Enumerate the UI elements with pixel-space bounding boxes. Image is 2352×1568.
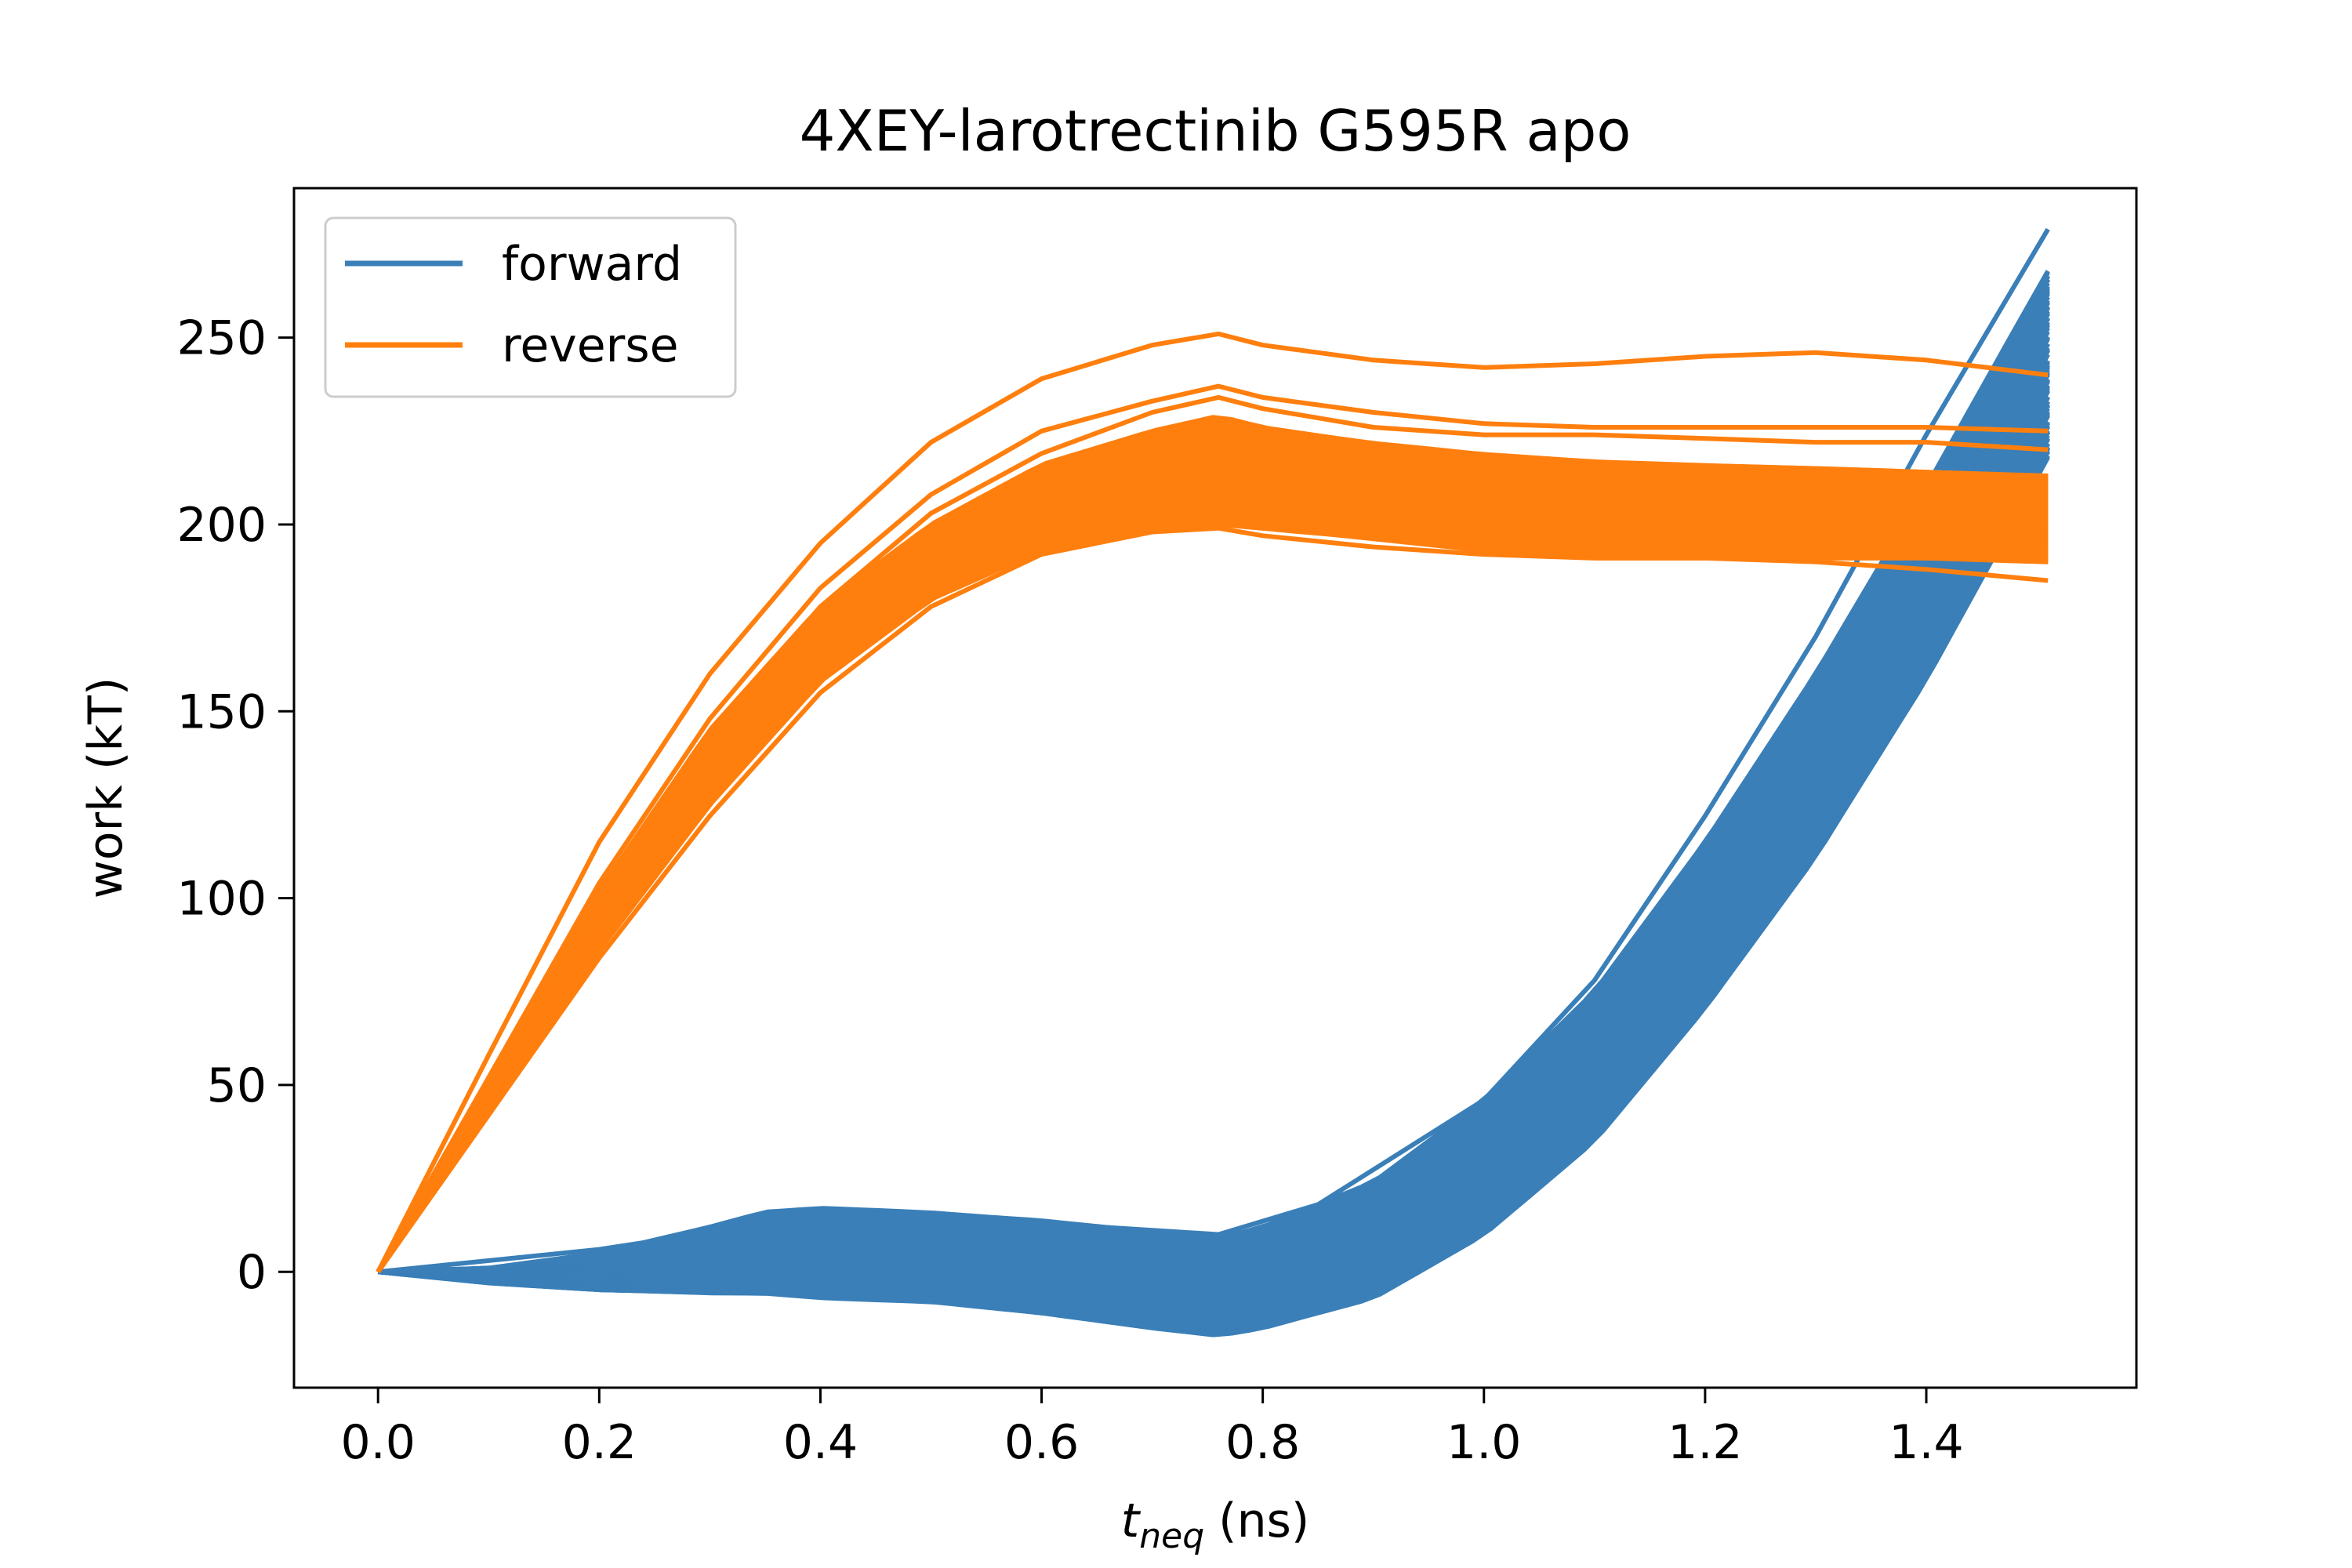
axes-frame [292, 187, 2138, 1389]
x-tick-label: 1.2 [1668, 1415, 1742, 1470]
y-tick-label: 150 [176, 684, 267, 739]
x-axis-ticks: 0.0 0.2 0.4 0.6 0.8 1.0 1.2 1.4 [340, 1388, 1964, 1470]
reverse-series [376, 331, 2049, 1273]
x-tick-label: 1.4 [1889, 1415, 1963, 1470]
y-tick-label: 50 [207, 1058, 267, 1113]
x-tick-label: 0.4 [783, 1415, 858, 1470]
x-tick-label: 1.0 [1446, 1415, 1521, 1470]
x-axis-label: tneq (ns) [1121, 1494, 1310, 1556]
x-tick-label: 0.8 [1225, 1415, 1300, 1470]
reverse-outlier-trajectory [376, 525, 2049, 1273]
forward-series [377, 227, 2050, 1338]
x-axis-label-main: t [1121, 1494, 1142, 1548]
x-tick-label: 0.6 [1004, 1415, 1079, 1470]
y-tick-label: 250 [176, 311, 267, 366]
forward-outlier-trajectory [377, 227, 2050, 1275]
chart-title: 4XEY-larotrectinib G595R apo [800, 98, 1632, 164]
y-tick-label: 0 [237, 1245, 267, 1300]
x-axis-label-unit: (ns) [1218, 1494, 1309, 1548]
reverse-outlier-trajectory [376, 383, 2049, 1273]
reverse-trajectory [376, 415, 2049, 1273]
reverse-outlier-trajectory [376, 394, 2049, 1273]
y-axis-label: work (kT) [78, 677, 133, 898]
y-axis-ticks: 0 50 100 150 200 250 [176, 311, 294, 1300]
y-tick-label: 100 [176, 872, 267, 927]
x-axis-label-subscript: neq [1139, 1516, 1204, 1556]
legend-reverse-label: reverse [502, 318, 679, 373]
legend-forward-label: forward [502, 237, 682, 292]
legend: forward reverse [324, 216, 737, 398]
x-tick-label: 0.2 [562, 1415, 637, 1470]
reverse-outlier-trajectory [376, 331, 2049, 1273]
y-tick-label: 200 [176, 498, 267, 553]
x-tick-label: 0.0 [340, 1415, 415, 1470]
